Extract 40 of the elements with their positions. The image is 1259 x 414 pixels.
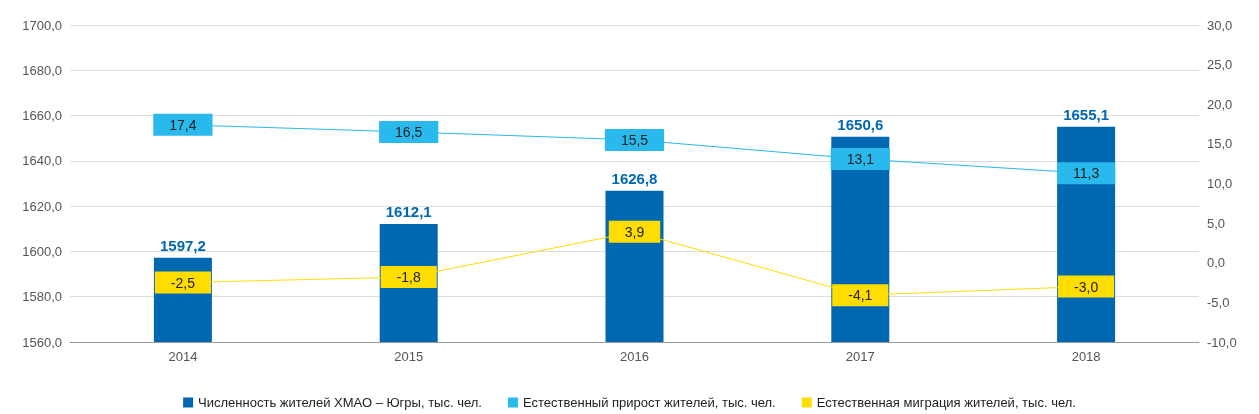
y2-tick-label: -5,0 — [1207, 294, 1230, 310]
y-tick-label: 1580,0 — [22, 289, 62, 305]
y2-tick-label: 15,0 — [1207, 136, 1233, 152]
y2-tick-label: 25,0 — [1207, 57, 1233, 73]
data-label: 1655,1 — [1063, 105, 1110, 123]
y2-tick-label: 5,0 — [1207, 215, 1226, 231]
data-label: -3,0 — [1074, 278, 1099, 295]
y-tick-label: 1660,0 — [22, 108, 62, 124]
x-tick-label: 2014 — [168, 349, 198, 364]
data-label: 11,3 — [1072, 165, 1100, 182]
data-label: 1650,6 — [837, 115, 884, 133]
x-tick-label: 2016 — [620, 349, 649, 364]
y2-tick-label: 20,0 — [1207, 96, 1233, 112]
data-label: 1597,2 — [159, 236, 206, 254]
x-tick-label: 2017 — [845, 349, 875, 364]
legend-label: Естественный прирост жителей, тыс. чел. — [522, 395, 776, 410]
y2-tick-label: 10,0 — [1207, 176, 1233, 191]
y-tick-label: 1560,0 — [22, 334, 62, 350]
x-tick-label: 2018 — [1071, 349, 1101, 364]
y-tick-label: 1640,0 — [22, 153, 62, 169]
y-tick-label: 1600,0 — [22, 243, 62, 259]
y-tick-label: 1680,0 — [22, 62, 62, 78]
data-label: -2,5 — [170, 274, 196, 291]
y2-tick-label: 0,0 — [1207, 255, 1226, 271]
x-tick-label: 2015 — [394, 349, 424, 364]
data-label: -1,8 — [396, 269, 421, 286]
legend-label: Естественная миграция жителей, тыс. чел. — [816, 395, 1076, 410]
y-tick-label: 1700,0 — [22, 17, 62, 33]
y2-tick-label: 30,0 — [1207, 17, 1233, 33]
data-label: 1626,8 — [611, 169, 658, 187]
data-label: 13,1 — [846, 150, 875, 167]
y-tick-label: 1620,0 — [22, 198, 62, 214]
legend-label: Численность жителей ХМАО – Югры, тыс. чел. — [198, 395, 482, 410]
data-label: 16,5 — [395, 123, 423, 140]
data-label: -4,1 — [848, 287, 873, 304]
data-label: 15,5 — [620, 131, 649, 148]
data-label: 17,4 — [169, 116, 197, 133]
data-label: 1612,1 — [385, 203, 432, 221]
data-label: 3,9 — [624, 223, 645, 240]
y2-tick-label: -10,0 — [1207, 334, 1237, 350]
